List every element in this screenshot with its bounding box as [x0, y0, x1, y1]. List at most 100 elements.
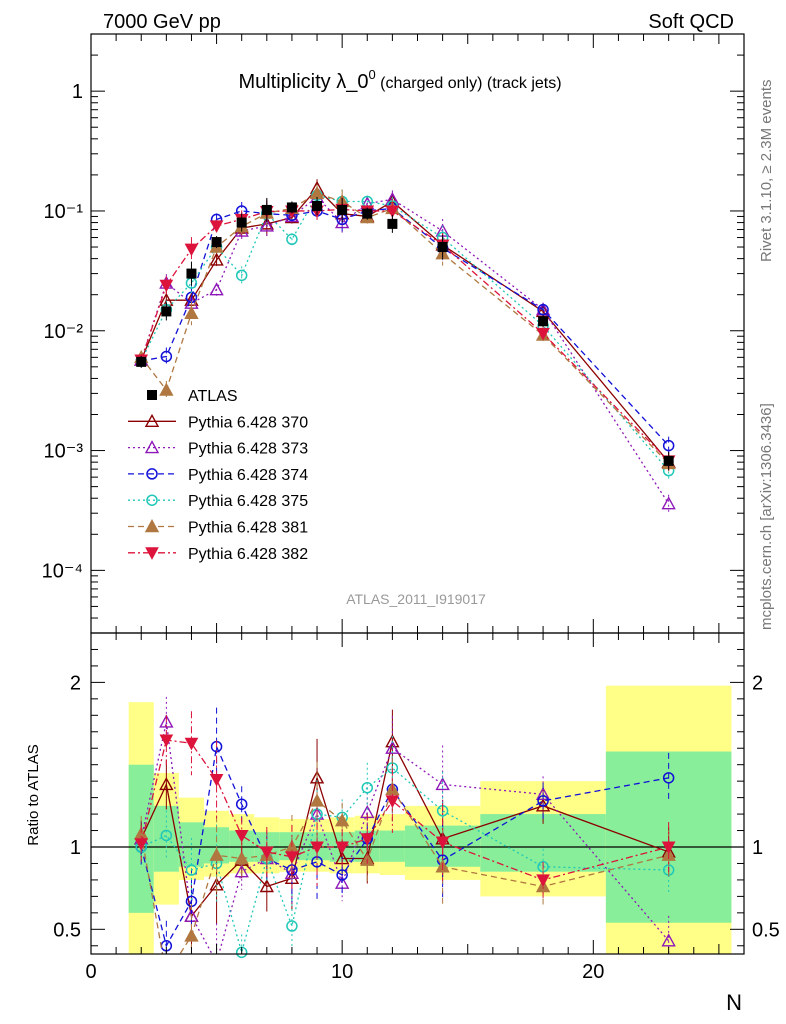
- data-point: [536, 874, 550, 887]
- data-point: [184, 928, 199, 942]
- x-tick-label: 0: [85, 961, 96, 983]
- ratio-y-tick-label-right: 1: [752, 837, 763, 859]
- legend-marker: [144, 519, 160, 533]
- x-tick-label: 10: [331, 961, 353, 983]
- data-point: [337, 204, 348, 215]
- data-point: [385, 740, 400, 754]
- header-right: Soft QCD: [648, 11, 734, 33]
- data-point: [160, 350, 173, 363]
- data-point: [662, 772, 675, 784]
- data-point: [662, 439, 675, 452]
- data-point: [312, 201, 323, 212]
- analysis-label: ATLAS_2011_I919017: [346, 591, 486, 607]
- series-line: [140, 767, 669, 954]
- series-line: [140, 744, 669, 948]
- data-point: [535, 786, 551, 801]
- legend-marker: [146, 494, 158, 506]
- data-point: [186, 268, 197, 279]
- legend: ATLAS Pythia 6.428 370 Pythia 6.428 373 Pyt…: [128, 388, 308, 563]
- data-point: [159, 279, 174, 293]
- series-line: [140, 739, 669, 918]
- data-point: [134, 838, 149, 851]
- y-tick-label: 1: [72, 81, 83, 103]
- ratio-y-tick-label: 0.5: [53, 919, 81, 941]
- data-point: [537, 303, 549, 316]
- data-point: [259, 216, 274, 230]
- data-point: [235, 798, 248, 810]
- data-point: [159, 382, 174, 396]
- main-title-text: Multiplicity λ_0: [238, 71, 368, 93]
- legend-label: Pythia 6.428 370: [188, 414, 308, 431]
- data-point: [385, 795, 400, 808]
- data-point: [661, 933, 676, 947]
- data-point: [663, 455, 674, 466]
- legend-label: ATLAS: [188, 388, 238, 405]
- data-point: [309, 793, 325, 807]
- ratio-y-tick-label: 2: [70, 672, 81, 694]
- x-axis-label: N: [726, 990, 742, 1015]
- data-point: [159, 734, 174, 748]
- data-point: [661, 841, 676, 855]
- data-point: [234, 851, 249, 865]
- series-line: [140, 787, 669, 954]
- data-point: [538, 316, 549, 327]
- y-tick-label: 10⁻³: [44, 441, 84, 463]
- data-point: [661, 496, 676, 510]
- side-label-mcplots: mcplots.cern.ch [arXiv:1306.3436]: [758, 403, 775, 630]
- data-point: [437, 242, 448, 253]
- series-line: [140, 739, 669, 881]
- data-point: [209, 847, 224, 861]
- side-label-rivet: Rivet 3.1.10, ≥ 2.3M events: [758, 80, 775, 263]
- data-point: [161, 306, 172, 317]
- main-panel: 10⁻⁴ 10⁻³ 10⁻² 10⁻¹ 1: [42, 33, 745, 634]
- data-point: [211, 237, 222, 248]
- series-line: [140, 208, 670, 462]
- data-point: [184, 243, 199, 257]
- data-point: [310, 841, 324, 855]
- data-point: [336, 869, 348, 881]
- main-title-suffix: (charged only) (track jets): [376, 75, 562, 92]
- data-point: [536, 327, 550, 341]
- data-point: [334, 813, 350, 827]
- data-point: [259, 846, 274, 859]
- data-point: [184, 737, 199, 751]
- data-point: [362, 208, 373, 219]
- data-point: [361, 781, 374, 794]
- data-point: [261, 204, 272, 215]
- main-frame: [90, 33, 745, 634]
- data-point: [209, 252, 224, 266]
- header-left: 7000 GeV pp: [103, 11, 221, 33]
- legend-marker: [147, 390, 157, 400]
- main-title-superscript: 0: [368, 67, 375, 82]
- legend-marker: [146, 468, 158, 480]
- series-line: [140, 721, 670, 954]
- data-point: [235, 269, 248, 282]
- data-point: [209, 282, 224, 296]
- data-point: [537, 795, 549, 807]
- data-point: [136, 356, 147, 367]
- data-point: [234, 864, 249, 878]
- legend-label: Pythia 6.428 381: [188, 520, 308, 537]
- data-point: [335, 841, 349, 855]
- legend-label: Pythia 6.428 382: [188, 546, 308, 563]
- data-point: [360, 833, 375, 846]
- data-point: [209, 220, 224, 233]
- ratio-panel: 0.5 0.51 12 20 10 20: [53, 632, 780, 983]
- ratio-y-axis-label: Ratio to ATLAS: [25, 744, 42, 845]
- ratio-y-tick-label-right: 0.5: [752, 919, 780, 941]
- legend-marker: [144, 413, 160, 427]
- y-tick-label: 10⁻⁴: [42, 560, 83, 582]
- data-point: [160, 829, 173, 842]
- data-point: [286, 920, 298, 932]
- data-point: [385, 205, 400, 219]
- data-point: [435, 836, 450, 850]
- legend-label: Pythia 6.428 374: [188, 467, 308, 484]
- data-point: [387, 218, 398, 229]
- y-tick-label: 10⁻²: [44, 321, 84, 343]
- data-point: [284, 208, 300, 223]
- legend-label: Pythia 6.428 373: [188, 441, 308, 458]
- data-point: [236, 217, 247, 228]
- legend-marker: [144, 440, 160, 454]
- data-point: [286, 233, 298, 246]
